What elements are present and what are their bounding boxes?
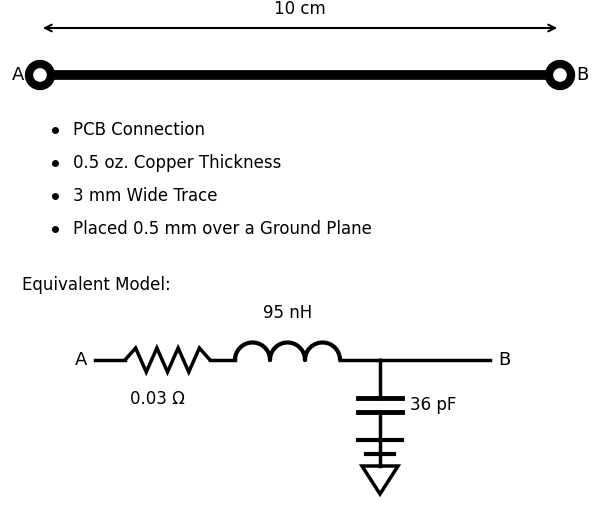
Circle shape [29,64,51,86]
Text: A: A [11,66,24,84]
Text: B: B [498,351,510,369]
Text: 0.03 Ω: 0.03 Ω [130,390,185,408]
Text: 0.5 oz. Copper Thickness: 0.5 oz. Copper Thickness [73,154,281,172]
Circle shape [549,64,571,86]
Text: 10 cm: 10 cm [274,0,326,18]
Text: 95 nH: 95 nH [263,304,312,322]
Text: Placed 0.5 mm over a Ground Plane: Placed 0.5 mm over a Ground Plane [73,220,372,238]
Text: PCB Connection: PCB Connection [73,121,205,139]
Text: Equivalent Model:: Equivalent Model: [22,276,171,294]
Text: 36 pF: 36 pF [410,396,457,414]
Text: B: B [576,66,588,84]
Text: A: A [74,351,87,369]
Text: 3 mm Wide Trace: 3 mm Wide Trace [73,187,218,205]
